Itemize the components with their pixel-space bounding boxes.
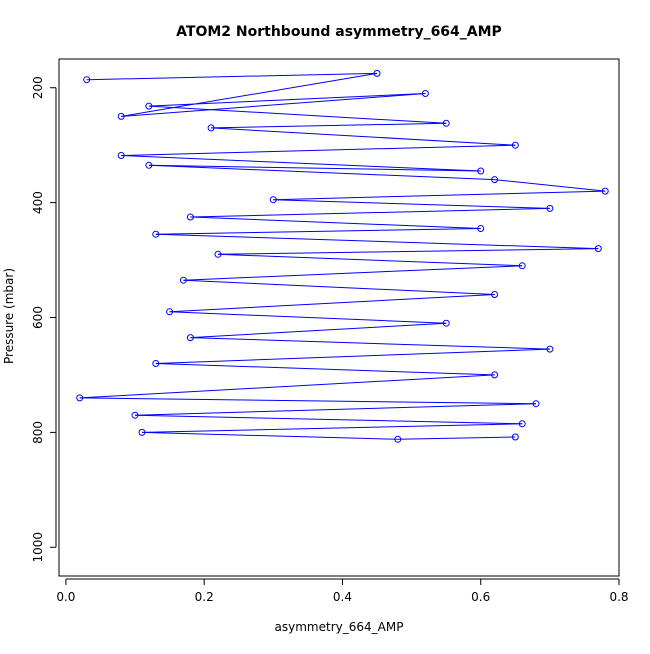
y-tick-label: 200 bbox=[31, 76, 45, 99]
plot-frame bbox=[58, 58, 620, 577]
data-point bbox=[145, 102, 153, 110]
data-point bbox=[186, 334, 194, 342]
series-line-segment bbox=[273, 190, 606, 201]
series-line-segment bbox=[121, 144, 516, 156]
data-point bbox=[477, 225, 485, 232]
data-point bbox=[491, 291, 499, 298]
data-point bbox=[546, 345, 554, 353]
series-line-segment bbox=[141, 431, 398, 440]
series-line-segment bbox=[190, 322, 447, 339]
series-line-segment bbox=[155, 363, 495, 376]
series-line-segment bbox=[494, 179, 606, 192]
data-point bbox=[76, 394, 84, 402]
series-line-segment bbox=[190, 337, 550, 350]
series-line-segment bbox=[141, 423, 523, 433]
series-line-segment bbox=[148, 164, 495, 181]
data-point bbox=[152, 230, 160, 238]
series-line-segment bbox=[217, 248, 599, 255]
series-line-segment bbox=[79, 397, 537, 405]
series-line-segment bbox=[169, 294, 495, 313]
data-point bbox=[179, 276, 187, 284]
data-point bbox=[152, 360, 160, 367]
data-point bbox=[394, 435, 402, 443]
y-tick-label: 800 bbox=[31, 421, 45, 444]
data-point bbox=[511, 141, 519, 149]
data-point bbox=[207, 124, 215, 132]
series-line-segment bbox=[155, 228, 481, 235]
series-line-segment bbox=[148, 105, 447, 124]
data-point bbox=[518, 262, 526, 270]
data-point bbox=[477, 167, 485, 175]
data-point bbox=[491, 371, 499, 379]
data-point bbox=[491, 176, 499, 184]
data-point bbox=[442, 119, 450, 127]
data-point bbox=[166, 308, 174, 316]
y-tick-label: 1000 bbox=[31, 532, 45, 563]
x-tick-label: 0.6 bbox=[471, 590, 490, 604]
x-axis-label: asymmetry_664_AMP bbox=[275, 620, 404, 634]
series-line-segment bbox=[183, 279, 495, 295]
chart-title: ATOM2 Northbound asymmetry_664_AMP bbox=[176, 24, 502, 40]
series-line-segment bbox=[273, 199, 550, 209]
data-point bbox=[269, 196, 277, 204]
series-line-segment bbox=[148, 93, 426, 107]
data-point bbox=[117, 112, 125, 120]
data-point bbox=[546, 204, 554, 212]
data-point bbox=[532, 400, 540, 408]
x-tick-label: 0.0 bbox=[56, 590, 75, 604]
y-tick-label: 600 bbox=[31, 306, 45, 329]
data-point bbox=[518, 420, 526, 428]
data-point bbox=[442, 319, 450, 327]
series-line-segment bbox=[121, 72, 378, 117]
series-line-segment bbox=[211, 127, 516, 146]
series-line-segment bbox=[155, 348, 550, 364]
series-line-segment bbox=[121, 155, 481, 172]
plot-area bbox=[76, 69, 609, 443]
series-line-segment bbox=[169, 311, 447, 324]
series-line-segment bbox=[134, 403, 537, 416]
data-point bbox=[145, 161, 153, 169]
series-line-segment bbox=[148, 164, 481, 172]
data-point bbox=[131, 411, 139, 419]
series-line-segment bbox=[397, 436, 516, 440]
x-axis: 0.0 0.2 0.4 0.6 0.8 bbox=[56, 578, 629, 604]
data-point bbox=[594, 245, 602, 253]
y-axis-label: Pressure (mbar) bbox=[2, 268, 16, 364]
series-line-segment bbox=[86, 72, 378, 81]
data-point bbox=[83, 76, 91, 84]
series-line-segment bbox=[134, 414, 523, 425]
series-line-segment bbox=[79, 374, 495, 399]
data-point bbox=[601, 187, 609, 195]
data-point bbox=[138, 428, 146, 436]
series-line-segment bbox=[190, 207, 550, 218]
series-line-segment bbox=[183, 265, 523, 281]
series-line-segment bbox=[217, 253, 523, 267]
data-point bbox=[117, 152, 125, 159]
series-line-segment bbox=[121, 93, 426, 117]
series-line-segment bbox=[211, 122, 447, 129]
x-tick-label: 0.4 bbox=[333, 590, 352, 604]
data-point bbox=[214, 250, 222, 258]
data-point bbox=[511, 433, 519, 441]
data-point bbox=[421, 90, 429, 97]
y-tick-label: 400 bbox=[31, 191, 45, 214]
x-tick-label: 0.2 bbox=[195, 590, 214, 604]
series-line-segment bbox=[155, 233, 599, 250]
x-tick-label: 0.8 bbox=[609, 590, 628, 604]
series-line-segment bbox=[190, 216, 481, 229]
y-axis: 200 400 600 800 1000 bbox=[31, 76, 57, 563]
data-point bbox=[373, 69, 381, 77]
data-point bbox=[186, 213, 194, 221]
